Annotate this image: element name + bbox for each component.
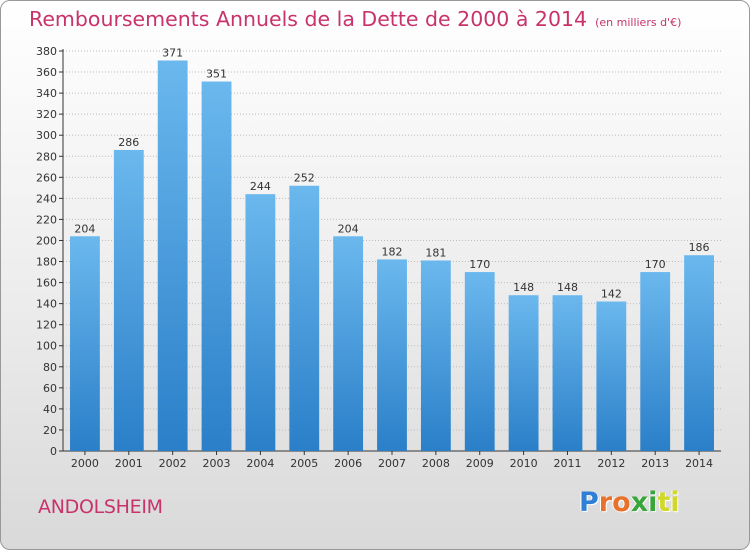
logo-letter: i: [648, 487, 658, 518]
x-tick-label-2009: 2009: [466, 457, 494, 470]
city-name: ANDOLSHEIM: [38, 496, 163, 518]
x-tick-label-2011: 2011: [553, 457, 581, 470]
y-tick-label: 380: [36, 45, 57, 58]
data-label-2014: 186: [689, 241, 710, 254]
data-label-2011: 148: [557, 281, 578, 294]
y-tick-label: 100: [36, 340, 57, 353]
data-label-2000: 204: [74, 222, 95, 235]
bar-2008: [420, 260, 451, 451]
axes: 0 20 40 60 80 100 120 140 160 180 200 220 240 260 280 3…: [36, 45, 721, 470]
bar-2004: [245, 194, 276, 451]
y-tick-label: 40: [43, 403, 57, 416]
y-tick-label: 360: [36, 66, 57, 79]
data-label-2012: 142: [601, 288, 622, 301]
y-tick-label: 60: [43, 382, 57, 395]
data-labels: 204 286 371 351 244 252 204 182 181 170 148 148 142 1…: [74, 46, 709, 300]
data-label-2010: 148: [513, 281, 534, 294]
bar-2006: [333, 236, 364, 451]
x-tick-label-2000: 2000: [71, 457, 99, 470]
x-tick-label-2005: 2005: [290, 457, 318, 470]
y-tick-label: 180: [36, 256, 57, 269]
data-label-2005: 252: [294, 172, 315, 185]
x-tick-label-2003: 2003: [203, 457, 231, 470]
x-tick-label-2012: 2012: [597, 457, 625, 470]
data-label-2007: 182: [382, 245, 403, 258]
y-tick-label: 260: [36, 171, 57, 184]
bar-2003: [201, 81, 232, 452]
logo-letter: t: [657, 487, 671, 518]
data-label-2001: 286: [118, 136, 139, 149]
bar-2005: [289, 185, 320, 451]
bar-2001: [113, 149, 144, 451]
x-tick-label-2014: 2014: [685, 457, 713, 470]
proxiti-logo[interactable]: Proxiti: [579, 487, 680, 518]
bar-2013: [640, 272, 671, 451]
data-label-2006: 204: [338, 222, 359, 235]
x-tick-label-2007: 2007: [378, 457, 406, 470]
y-tick-label: 140: [36, 298, 57, 311]
y-tick-label: 0: [50, 445, 57, 458]
chart-title-text: Remboursements Annuels de la Dette de 20…: [29, 7, 588, 31]
y-tick-label: 320: [36, 108, 57, 121]
x-tick-label-2006: 2006: [334, 457, 362, 470]
y-tick-label: 220: [36, 213, 57, 226]
x-tick-label-2004: 2004: [246, 457, 274, 470]
y-tick-label: 80: [43, 361, 57, 374]
bar-2014: [684, 255, 714, 451]
y-tick-label: 240: [36, 192, 57, 205]
data-label-2002: 371: [162, 46, 183, 59]
x-tick-label-2010: 2010: [510, 457, 538, 470]
bar-2002: [157, 60, 188, 451]
bar-2010: [508, 295, 539, 451]
logo-letter: r: [598, 487, 613, 518]
y-tick-label: 20: [43, 424, 57, 437]
data-label-2013: 170: [645, 258, 666, 271]
y-tick-label: 160: [36, 277, 57, 290]
unit-note: (en milliers d'€): [595, 16, 682, 29]
bar-2012: [596, 301, 627, 451]
x-tick-label-2001: 2001: [115, 457, 143, 470]
y-tick-label: 340: [36, 87, 57, 100]
logo-letter: x: [630, 487, 649, 518]
data-label-2004: 244: [250, 180, 271, 193]
data-label-2008: 181: [425, 246, 446, 259]
y-tick-label: 280: [36, 150, 57, 163]
y-tick-label: 120: [36, 319, 57, 332]
y-tick-label: 300: [36, 129, 57, 142]
data-label-2003: 351: [206, 68, 227, 81]
bar-2000: [70, 236, 100, 451]
bar-2007: [377, 259, 407, 451]
bar-2011: [552, 295, 583, 451]
x-tick-label-2008: 2008: [422, 457, 450, 470]
x-tick-label-2002: 2002: [159, 457, 187, 470]
x-tick-label-2013: 2013: [641, 457, 669, 470]
y-tick-label: 200: [36, 234, 57, 247]
logo-letter: P: [579, 487, 599, 518]
data-label-2009: 170: [469, 258, 490, 271]
logo-letter: i: [670, 487, 680, 518]
bars: [70, 60, 714, 452]
logo-letter: o: [612, 487, 631, 518]
chart-title: Remboursements Annuels de la Dette de 20…: [29, 7, 681, 31]
bar-2009: [464, 272, 495, 451]
